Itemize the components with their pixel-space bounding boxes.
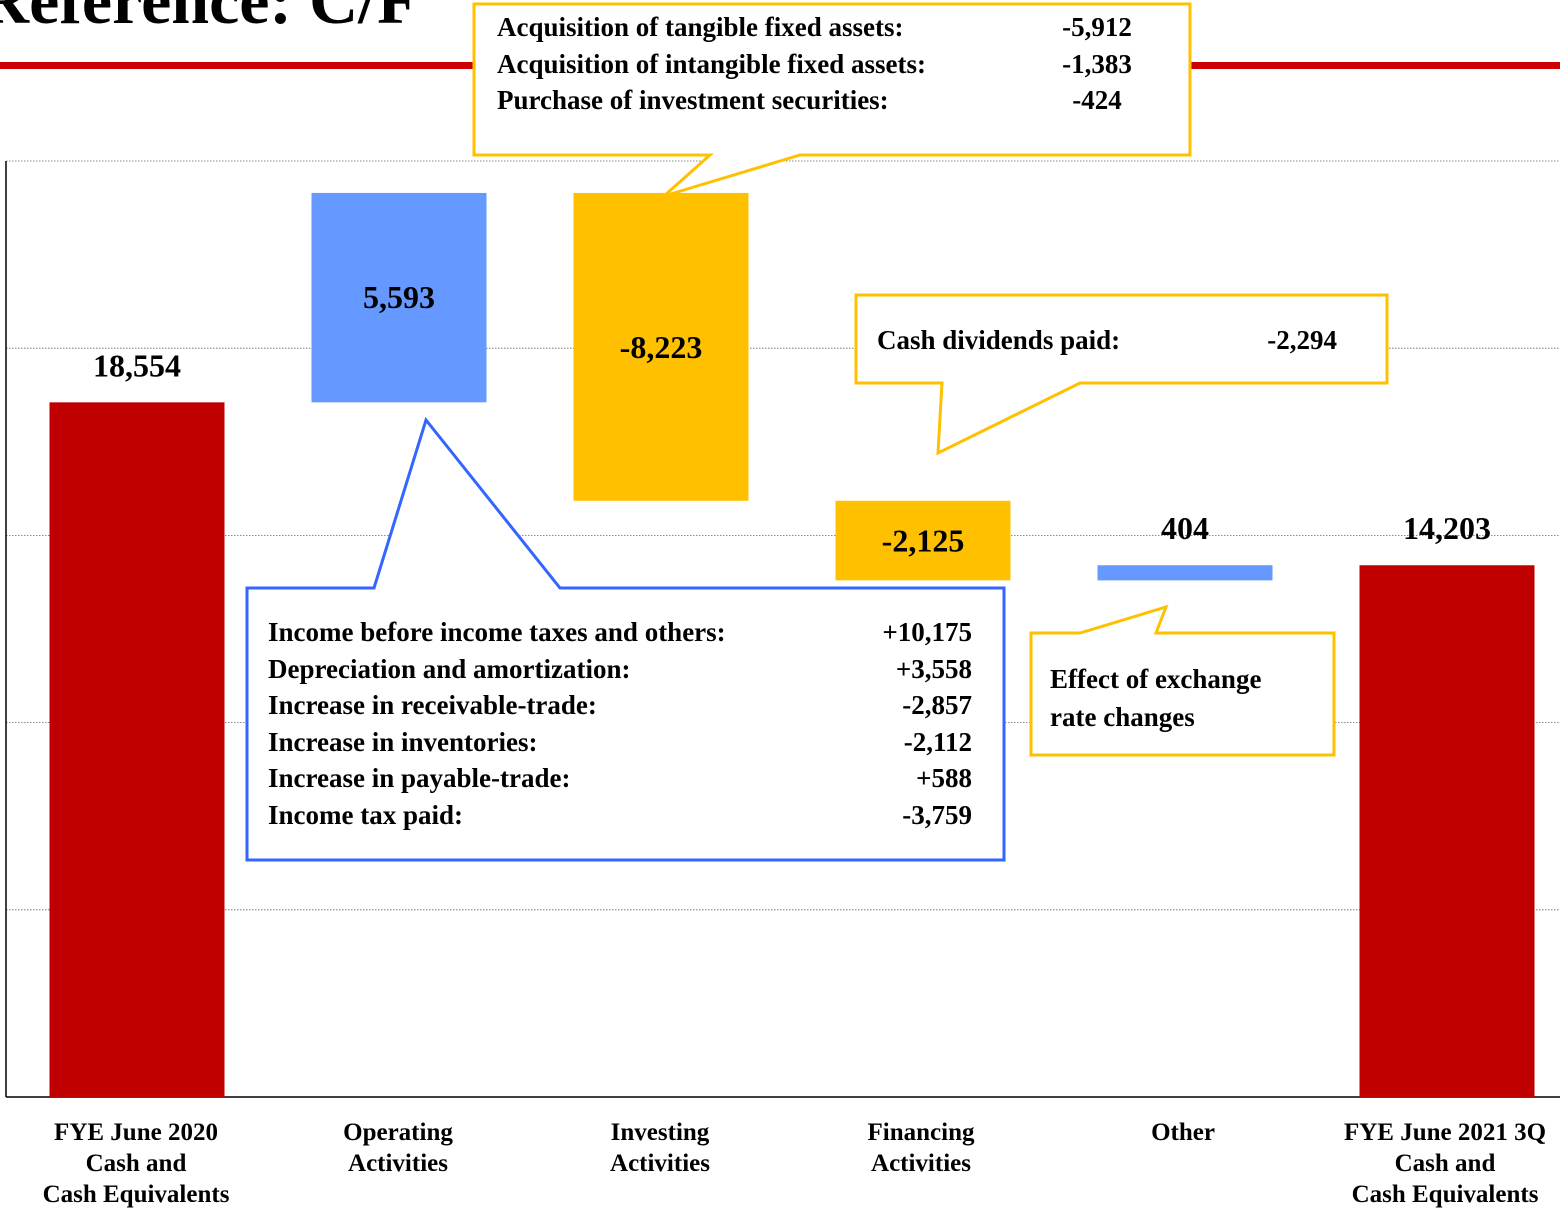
bar-3	[835, 500, 1011, 581]
x-tick-label: FYE June 2021 3Q Cash and Cash Equivalen…	[1330, 1117, 1560, 1210]
callout-label: Income before income taxes and others:	[268, 617, 726, 647]
x-tick-line: Activities	[871, 1150, 971, 1177]
data-label: 5,593	[363, 279, 435, 315]
bar-2	[573, 192, 749, 501]
x-tick-line: Financing	[867, 1119, 975, 1146]
callout-line: Effect of exchange	[1050, 664, 1262, 694]
x-tick-line: Other	[1151, 1119, 1215, 1146]
x-tick-line: Cash and	[85, 1150, 187, 1177]
bar-4	[1097, 565, 1273, 581]
operating-callout-text: Income before income taxes and others: +1…	[268, 614, 972, 833]
callout-label: Increase in receivable-trade:	[268, 690, 597, 720]
callout-row: Income tax paid: -3,759	[268, 797, 972, 834]
callout-value: +3,558	[895, 653, 972, 684]
callout-row: Income before income taxes and others: +1…	[268, 614, 972, 651]
callout-value: -1,383	[1062, 48, 1132, 79]
bar-1	[311, 192, 487, 403]
callout-value: -2,112	[903, 726, 972, 757]
financing-callout-box	[854, 293, 1389, 456]
investing-callout-text: Acquisition of tangible fixed assets: -5,…	[497, 9, 1147, 119]
x-tick-label: FYE June 2020 Cash and Cash Equivalents	[21, 1117, 251, 1210]
callout-label: Acquisition of tangible fixed assets:	[497, 12, 904, 42]
financing-callout-text: Cash dividends paid: -2,294	[877, 322, 1337, 359]
bar-5	[1359, 565, 1535, 1097]
callout-row: Cash dividends paid: -2,294	[877, 322, 1337, 359]
x-tick-label: Investing Activities	[545, 1117, 775, 1179]
callout-label: Depreciation and amortization:	[268, 653, 631, 684]
callout-label: Acquisition of intangible fixed assets:	[497, 48, 927, 79]
x-tick-label: Financing Activities	[806, 1117, 1036, 1179]
x-tick-line: Cash Equivalents	[42, 1181, 230, 1208]
x-tick-label: Operating Activities	[283, 1117, 513, 1179]
bars-group	[49, 192, 1535, 1097]
callout-line: rate changes	[1050, 702, 1195, 732]
callout-value: +10,175	[882, 617, 972, 647]
other-callout-text: Effect of exchange rate changes	[1050, 660, 1261, 736]
callout-value: -2,294	[1267, 325, 1337, 355]
callout-value: -2,857	[902, 690, 972, 720]
callout-label: Income tax paid:	[268, 799, 463, 830]
callout-value: +588	[916, 763, 972, 793]
callout-row: Acquisition of intangible fixed assets: -…	[497, 46, 1147, 83]
callout-value: -5,912	[1062, 12, 1132, 42]
callout-label: Purchase of investment securities:	[497, 85, 889, 115]
callout-label: Increase in payable-trade:	[268, 763, 571, 793]
data-label: 18,554	[93, 347, 181, 383]
callout-row: Purchase of investment securities: -424	[497, 82, 1147, 119]
x-tick-line: Operating	[343, 1119, 453, 1146]
x-tick-line: Cash and	[1394, 1150, 1496, 1177]
x-tick-line: Activities	[348, 1150, 448, 1177]
data-label: -2,125	[882, 523, 965, 559]
x-tick-line: Cash Equivalents	[1351, 1181, 1539, 1208]
x-tick-line: FYE June 2020	[54, 1119, 218, 1146]
callout-row: Increase in inventories: -2,112	[268, 724, 972, 761]
other-callout-box	[1029, 604, 1336, 757]
investing-callout-box	[472, 2, 1192, 198]
x-tick-line: FYE June 2021 3Q	[1343, 1119, 1547, 1146]
x-tick-line: Activities	[610, 1150, 710, 1177]
value-labels-group: 18,554 5,593 -8,223 -2,125 404 14,203	[93, 279, 1491, 558]
callout-value: -3,759	[902, 799, 972, 830]
operating-callout-box	[245, 416, 1006, 862]
bar-0	[49, 402, 225, 1097]
callout-label: Cash dividends paid:	[877, 325, 1121, 355]
callout-value: -424	[1072, 85, 1122, 115]
callout-row: Increase in receivable-trade: -2,857	[268, 687, 972, 724]
data-label: 14,203	[1403, 510, 1491, 546]
x-tick-line: Investing	[610, 1119, 710, 1146]
data-label: 404	[1161, 510, 1209, 546]
callout-label: Increase in inventories:	[268, 726, 538, 757]
page-title: Reference: C/F	[0, 0, 419, 38]
callout-row: Depreciation and amortization: +3,558	[268, 651, 972, 688]
callout-row: Acquisition of tangible fixed assets: -5,…	[497, 9, 1147, 46]
callout-row: Increase in payable-trade: +588	[268, 760, 972, 797]
data-label: -8,223	[620, 329, 703, 365]
x-tick-label: Other	[1068, 1117, 1298, 1148]
